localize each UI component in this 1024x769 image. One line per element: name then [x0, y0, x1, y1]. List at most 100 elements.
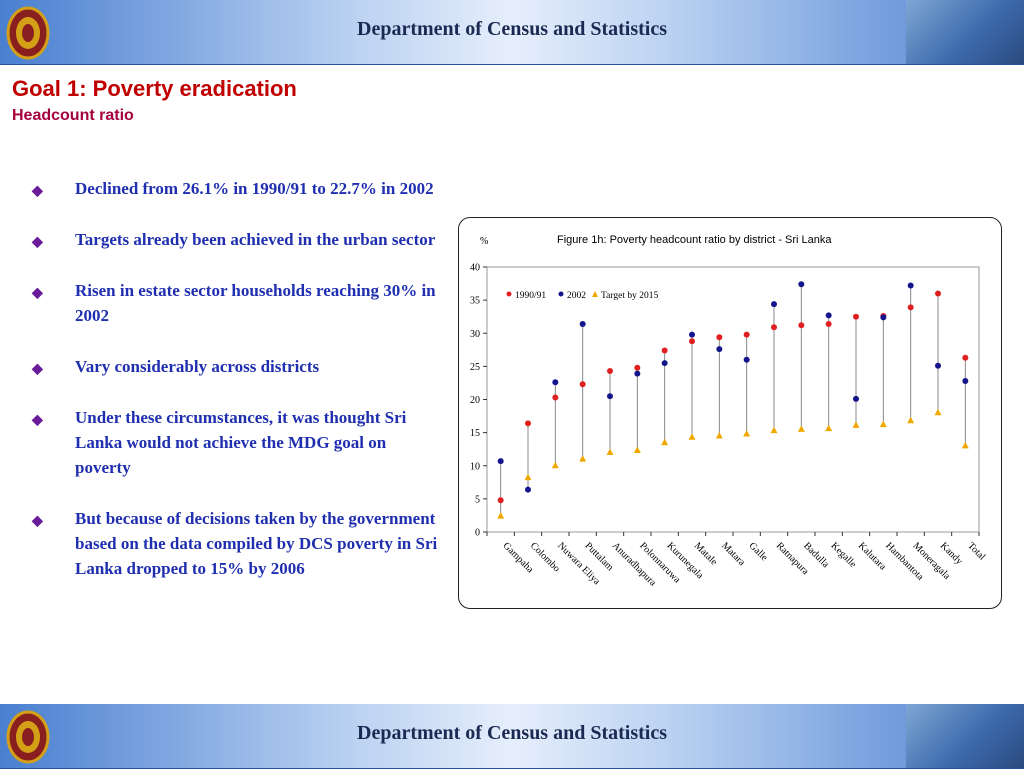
data-point-1990-91 — [689, 338, 695, 345]
data-point-target — [743, 429, 751, 437]
data-point-target — [907, 416, 915, 424]
legend-label: 1990/91 — [515, 291, 546, 301]
bullet-text: Under these circumstances, it was though… — [75, 408, 407, 477]
data-point-target — [852, 421, 860, 428]
data-point-1990-91 — [661, 347, 668, 354]
y-tick-label: 0 — [475, 528, 480, 539]
data-point-target — [688, 433, 696, 440]
header-title: Department of Census and Statistics — [357, 18, 667, 40]
data-point-1990-91 — [962, 354, 969, 361]
x-tick-label: Matara — [719, 540, 747, 568]
data-point-target — [934, 408, 942, 416]
y-axis-label: % — [480, 236, 488, 247]
plot-area — [486, 266, 980, 533]
y-tick-label: 15 — [470, 428, 480, 439]
diamond-bullet-icon: ◆ — [32, 362, 43, 377]
data-point-target — [715, 431, 723, 439]
y-tick-label: 40 — [470, 263, 480, 274]
bullet-text: But because of decisions taken by the go… — [75, 509, 438, 578]
data-point-1990-91 — [825, 320, 832, 327]
bullet-text: Risen in estate sector households reachi… — [75, 281, 436, 325]
diamond-bullet-icon: ◆ — [32, 235, 43, 250]
y-tick-label: 25 — [470, 362, 480, 373]
header-photo — [906, 0, 1024, 64]
x-tick-label: Total — [965, 540, 987, 562]
data-point-target — [606, 448, 614, 455]
bullet-item: ◆ Targets already been achieved in the ur… — [30, 227, 440, 252]
bullet-item: ◆ Risen in estate sector households reach… — [30, 278, 440, 328]
y-tick-label: 20 — [470, 395, 480, 406]
data-point-2002 — [798, 281, 805, 288]
data-point-target — [524, 473, 532, 481]
bullet-item: ◆ But because of decisions taken by the g… — [30, 506, 440, 581]
chart-panel: Figure 1h: Poverty headcount ratio by di… — [458, 217, 1002, 609]
data-point-2002 — [661, 360, 668, 367]
legend-marker — [558, 291, 564, 297]
data-point-1990-91 — [634, 364, 641, 371]
x-tick-label: Kegalle — [829, 540, 859, 570]
legend-label: 2002 — [567, 291, 586, 301]
y-tick-label: 5 — [475, 494, 480, 505]
diamond-bullet-icon: ◆ — [32, 286, 43, 301]
data-point-target — [579, 455, 587, 462]
slide-subtitle: Headcount ratio — [12, 107, 134, 124]
chart-title: Figure 1h: Poverty headcount ratio by di… — [557, 234, 832, 246]
data-point-2002 — [497, 458, 504, 465]
x-tick-label: Kalutara — [856, 540, 889, 573]
bullet-text: Declined from 26.1% in 1990/91 to 22.7% … — [75, 179, 434, 198]
emblem-icon — [6, 710, 50, 764]
y-tick-label: 30 — [470, 329, 480, 340]
data-point-2002 — [743, 356, 750, 363]
legend-marker — [592, 291, 598, 297]
data-point-2002 — [552, 379, 559, 386]
data-point-target — [661, 438, 669, 446]
data-point-1990-91 — [853, 313, 859, 320]
data-point-1990-91 — [798, 322, 805, 329]
data-point-target — [797, 425, 805, 432]
data-point-1990-91 — [771, 324, 777, 331]
footer-title: Department of Census and Statistics — [357, 722, 667, 744]
bullet-text: Targets already been achieved in the urb… — [75, 230, 436, 249]
data-point-2002 — [525, 486, 531, 493]
bullet-text: Vary considerably across districts — [75, 357, 320, 376]
data-point-1990-91 — [743, 331, 750, 338]
data-point-2002 — [634, 370, 641, 377]
diamond-bullet-icon: ◆ — [32, 514, 43, 529]
data-point-target — [633, 446, 641, 454]
x-tick-label: Galle — [747, 540, 770, 563]
emblem-icon — [6, 6, 50, 60]
y-tick-label: 10 — [470, 461, 480, 472]
data-point-1990-91 — [907, 304, 914, 311]
data-point-target — [551, 461, 559, 469]
data-point-2002 — [853, 395, 859, 402]
bullet-item: ◆ Declined from 26.1% in 1990/91 to 22.7%… — [30, 176, 440, 201]
data-point-2002 — [716, 346, 723, 353]
data-point-target — [770, 426, 778, 434]
footer-photo — [906, 704, 1024, 768]
poverty-chart: Figure 1h: Poverty headcount ratio by di… — [470, 234, 988, 589]
header-banner: Department of Census and Statistics — [0, 0, 1024, 65]
y-tick-label: 35 — [470, 296, 480, 307]
data-point-1990-91 — [497, 497, 504, 504]
data-point-2002 — [579, 320, 586, 327]
data-point-1990-91 — [579, 381, 586, 388]
slide-title: Goal 1: Poverty eradication — [12, 76, 297, 101]
data-point-target — [961, 441, 969, 449]
data-point-target — [879, 420, 887, 428]
data-point-1990-91 — [552, 394, 559, 401]
bullet-item: ◆ Vary considerably across districts — [30, 354, 440, 379]
data-point-2002 — [689, 331, 695, 338]
data-point-2002 — [880, 314, 887, 321]
legend-label: Target by 2015 — [601, 291, 658, 301]
diamond-bullet-icon: ◆ — [32, 413, 43, 428]
data-point-1990-91 — [525, 420, 531, 427]
data-point-target — [825, 424, 833, 432]
data-point-1990-91 — [935, 290, 941, 297]
data-point-2002 — [825, 312, 832, 319]
data-point-2002 — [607, 393, 613, 400]
data-point-2002 — [771, 301, 777, 308]
data-point-target — [497, 512, 505, 519]
data-point-2002 — [935, 362, 941, 369]
data-point-1990-91 — [716, 334, 723, 341]
data-point-2002 — [962, 377, 969, 384]
